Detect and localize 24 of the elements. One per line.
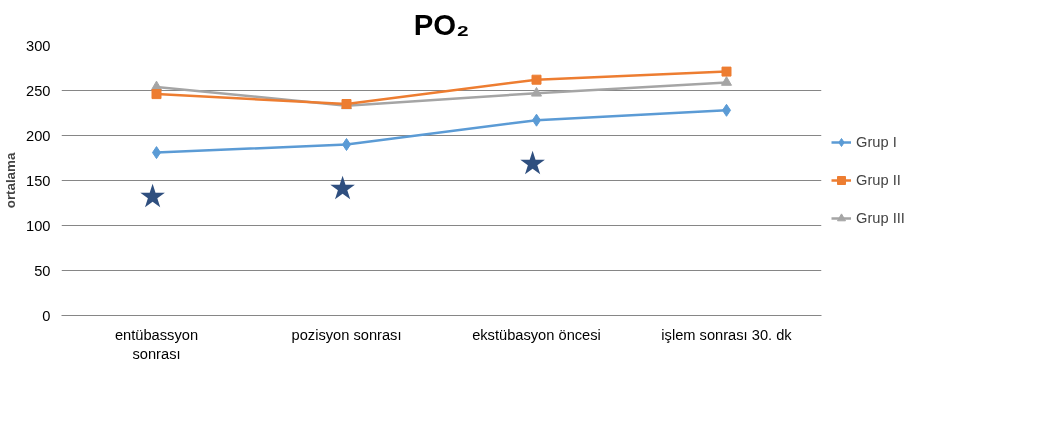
annotation: ★ [518,144,548,183]
annotation: ★ [138,176,168,215]
y-tick-label: 250 [26,82,51,99]
y-tick-label: 300 [26,37,51,54]
point [151,89,162,100]
legend-label: Grup II [856,172,902,188]
point [721,76,732,86]
x-tick-label: entübassyon sonrası [114,326,199,362]
x-tick-label: ekstübasyon öncesi [472,326,601,343]
y-tick-label: 150 [26,172,51,189]
x-tick-label: işlem sonrası 30. dk [661,326,793,343]
legend-label: Grup I [856,134,898,150]
point [531,86,542,97]
y-axis-title: ortalama [3,152,19,209]
y-tick-label: 100 [26,217,51,234]
y-tick-label: 50 [34,262,51,279]
point [721,66,732,77]
point [531,74,542,85]
y-tick-label: 0 [42,307,51,324]
legend-label: Grup III [856,210,906,226]
chart-title: PO₂ [413,7,470,41]
x-tick-label: pozisyon sonrası [291,326,402,343]
y-tick-label: 200 [26,127,51,144]
annotation: ★ [328,168,358,207]
